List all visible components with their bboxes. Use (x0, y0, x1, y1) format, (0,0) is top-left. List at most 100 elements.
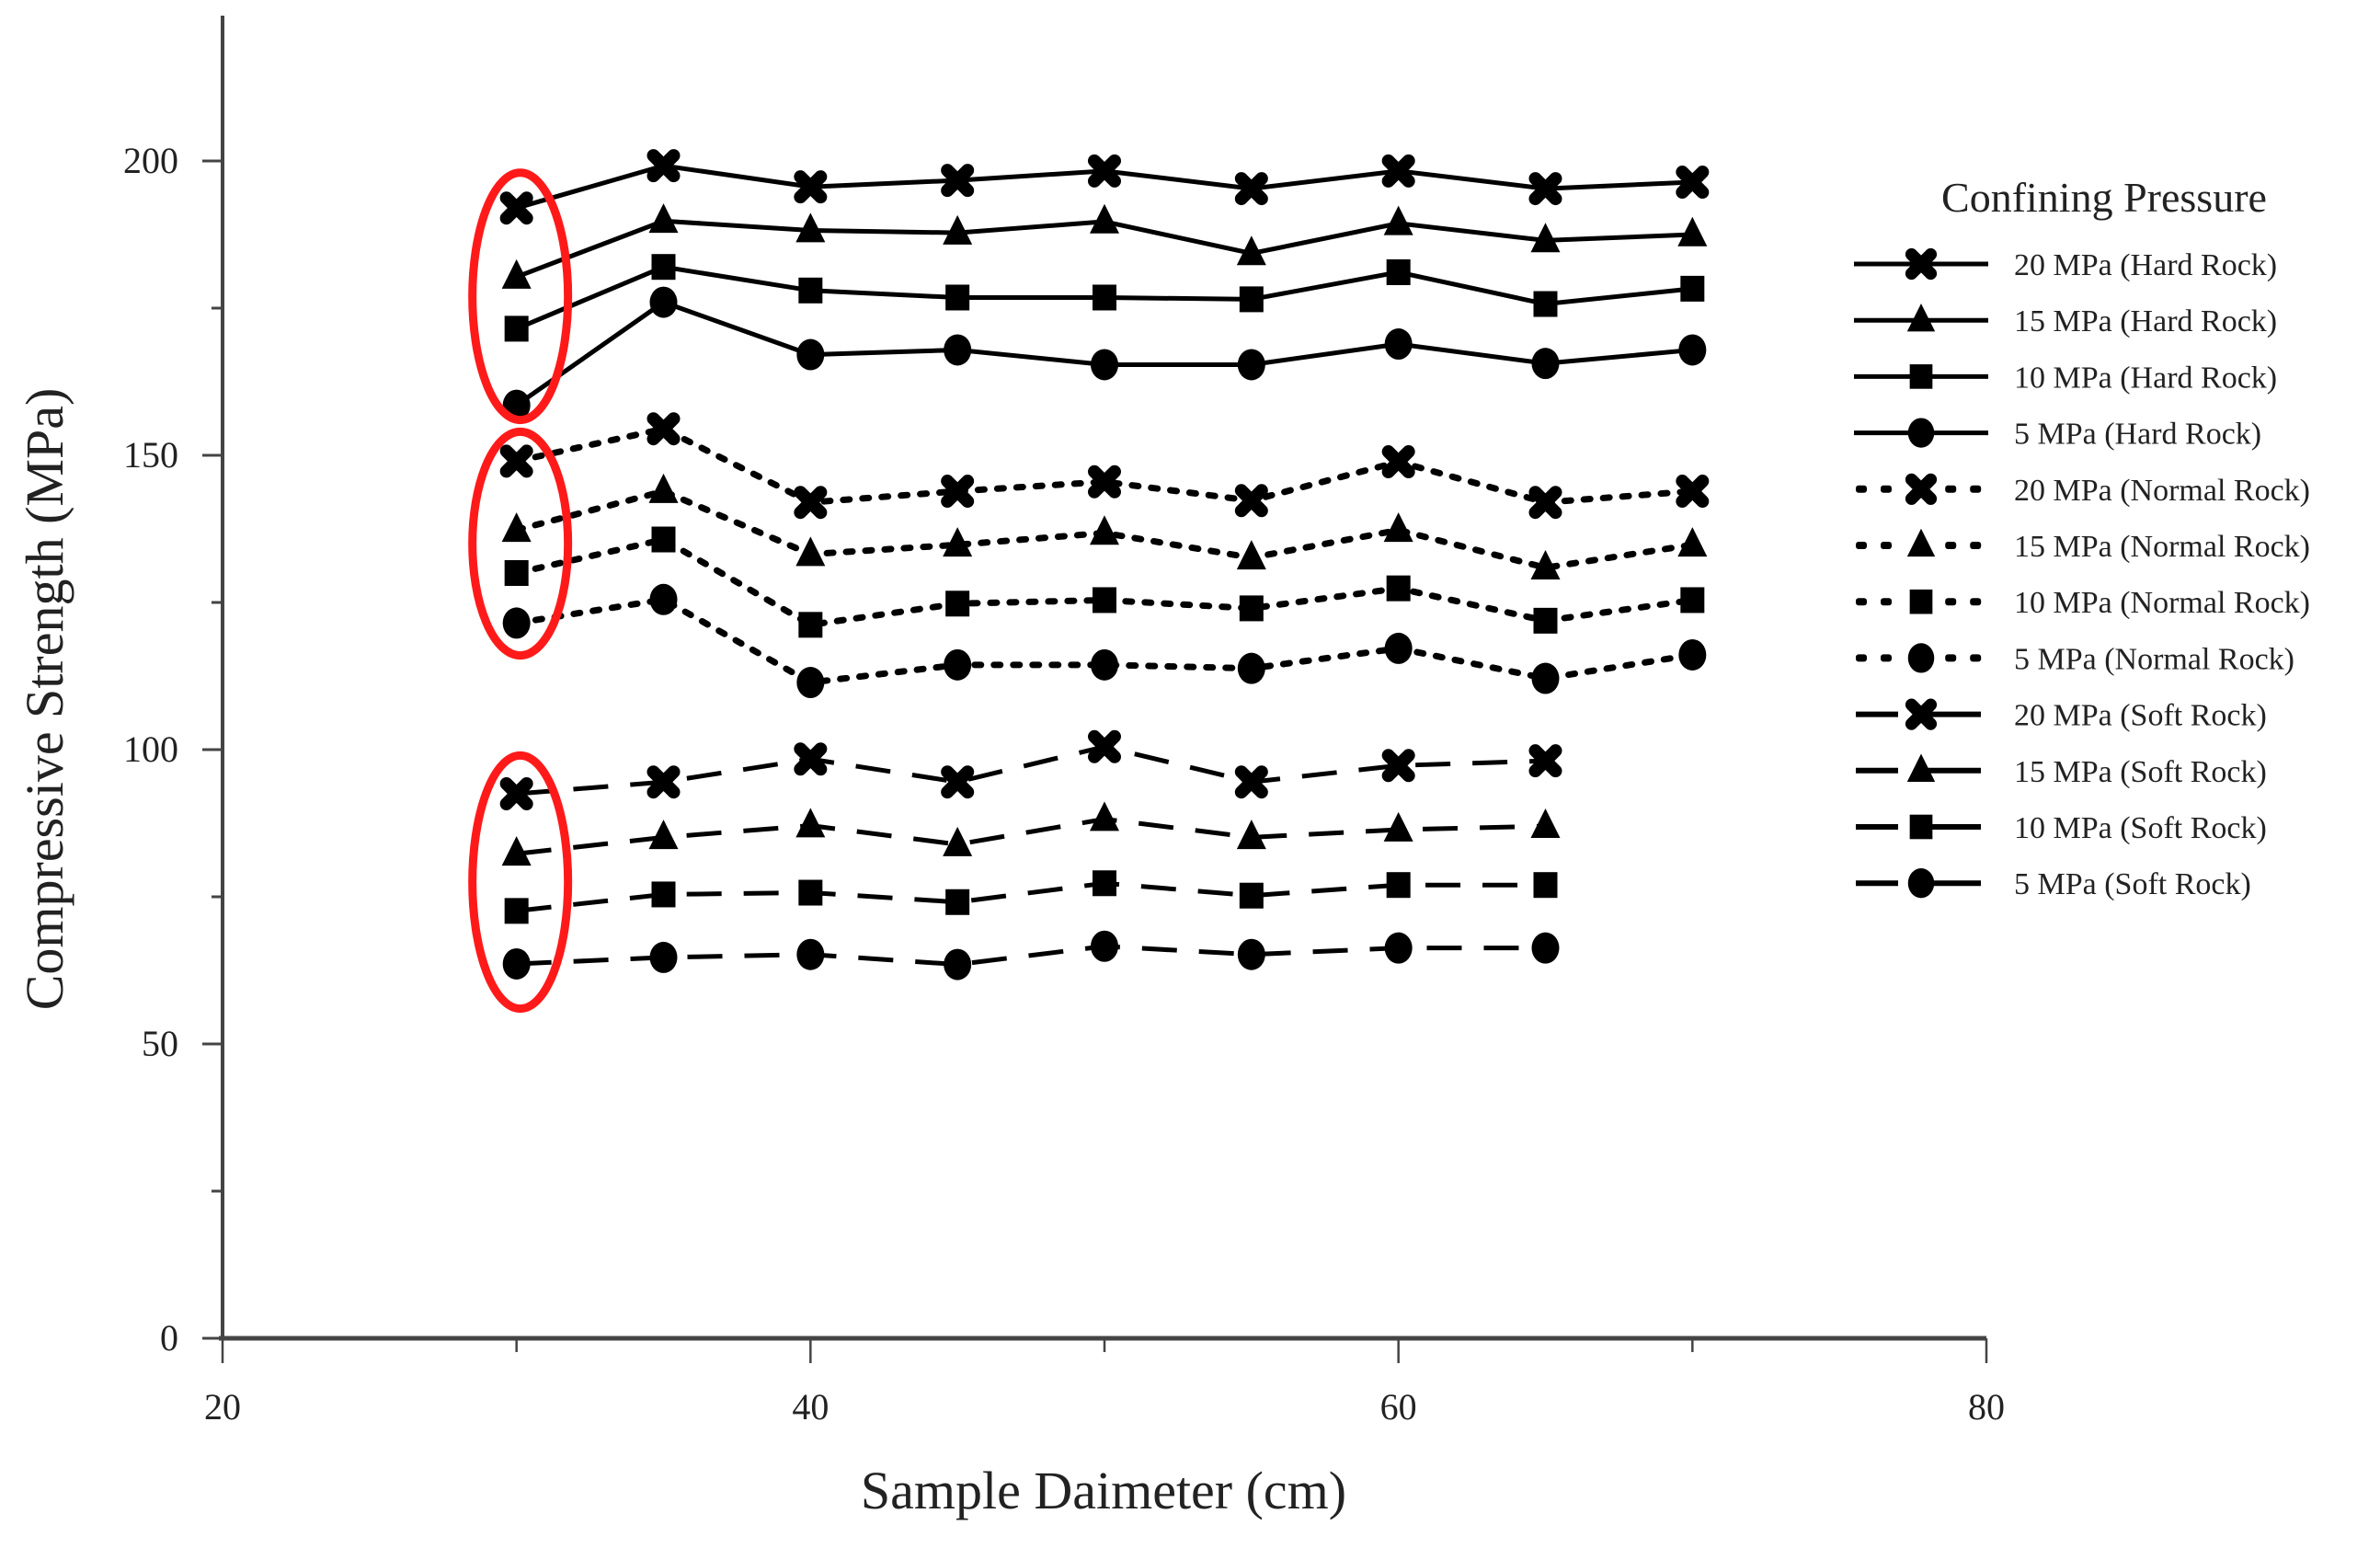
legend-dot (1945, 598, 1957, 606)
square-marker-icon (798, 612, 823, 638)
triangle-marker-icon (1530, 223, 1561, 253)
square-marker-icon (651, 881, 676, 908)
circle-marker-icon (1237, 349, 1265, 381)
series-20-mpa-soft-rock (499, 729, 1562, 810)
x-marker-icon (1676, 475, 1710, 509)
x-marker-icon (941, 475, 975, 509)
legend-item: 5 MPa (Soft Rock) (1856, 867, 2251, 901)
legend-item: 10 MPa (Soft Rock) (1856, 811, 2267, 845)
legend-item: 5 MPa (Hard Rock) (1854, 418, 2261, 452)
y-tick-label: 0 (160, 1317, 178, 1359)
x-marker-icon (646, 765, 681, 799)
circle-marker-icon (1384, 632, 1413, 664)
x-marker-icon (1234, 765, 1268, 799)
circle-marker-icon (1091, 648, 1118, 681)
square-marker-icon (1239, 882, 1264, 909)
square-marker-icon (1239, 286, 1264, 313)
legend-label: 10 MPa (Soft Rock) (2014, 811, 2267, 845)
circle-marker-icon (1907, 418, 1935, 448)
triangle-marker-icon (501, 258, 532, 289)
circle-marker-icon (1091, 930, 1118, 962)
highlight-ellipse (468, 751, 573, 1014)
square-marker-icon (945, 889, 970, 915)
legend-label: 10 MPa (Hard Rock) (2014, 361, 2277, 395)
x-marker-icon (794, 742, 828, 776)
triangle-marker-icon (1906, 528, 1936, 557)
legend-dot (1856, 542, 1867, 549)
legend-item: 15 MPa (Hard Rock) (1854, 303, 2277, 338)
triangle-marker-icon (943, 527, 973, 557)
square-marker-icon (945, 591, 970, 617)
legend-label: 15 MPa (Normal Rock) (2014, 530, 2310, 564)
legend-label: 5 MPa (Hard Rock) (2014, 418, 2261, 452)
square-marker-icon (1386, 575, 1411, 602)
circle-marker-icon (796, 938, 825, 970)
y-tick-label: 150 (123, 434, 178, 476)
legend-dot (1970, 542, 1982, 549)
circle-marker-icon (502, 947, 531, 980)
x-marker-icon (1905, 473, 1938, 505)
square-marker-icon (1093, 870, 1116, 897)
x-marker-icon (1528, 172, 1562, 206)
square-marker-icon (1533, 607, 1558, 634)
square-marker-icon (1909, 814, 1933, 840)
circle-marker-icon (1091, 349, 1118, 381)
square-marker-icon (1239, 595, 1264, 622)
circle-marker-icon (1531, 932, 1560, 964)
triangle-marker-icon (795, 536, 826, 567)
square-marker-icon (1093, 284, 1116, 311)
triangle-marker-icon (1090, 801, 1119, 831)
legend-dot (1881, 598, 1892, 606)
square-marker-icon (651, 526, 676, 553)
triangle-marker-icon (943, 826, 973, 856)
square-marker-icon (1680, 587, 1705, 613)
series-line (513, 596, 1696, 686)
legend-dot (1856, 598, 1867, 606)
triangle-marker-icon (648, 473, 679, 503)
legend-dot (1881, 654, 1892, 662)
x-marker-icon (1088, 729, 1121, 763)
circle-marker-icon (944, 948, 972, 980)
series-20-mpa-normal-rock (499, 412, 1710, 520)
x-marker-icon (1676, 166, 1710, 200)
legend-label: 10 MPa (Normal Rock) (2014, 586, 2310, 620)
circle-marker-icon (649, 583, 678, 615)
x-tick-label: 40 (792, 1386, 829, 1428)
series-5-mpa-normal-rock (502, 583, 1707, 699)
x-marker-icon (1381, 749, 1415, 783)
y-tick-label: 100 (123, 728, 178, 770)
square-marker-icon (651, 254, 676, 281)
legend-item: 10 MPa (Normal Rock) (1856, 586, 2310, 620)
square-marker-icon (1386, 258, 1411, 285)
x-marker-icon (1905, 247, 1938, 281)
x-axis-title: Sample Daimeter (cm) (861, 1461, 1346, 1520)
x-marker-icon (794, 170, 828, 204)
legend-dot (1970, 485, 1982, 493)
legend-label: 15 MPa (Soft Rock) (2014, 755, 2267, 789)
legend-dot (1945, 542, 1957, 549)
circle-marker-icon (1237, 652, 1265, 684)
x-marker-icon (941, 164, 975, 198)
square-marker-icon (504, 898, 529, 924)
circle-marker-icon (796, 338, 825, 371)
x-tick-label: 20 (204, 1386, 241, 1428)
x-marker-icon (499, 777, 533, 810)
series-10-mpa-hard-rock (504, 254, 1705, 342)
series-15-mpa-normal-rock (501, 473, 1708, 580)
series-layer (499, 149, 1710, 980)
y-axis-title: Compressive Strength (MPa) (15, 388, 74, 1011)
circle-marker-icon (1384, 328, 1413, 361)
legend-dot (1970, 598, 1982, 606)
square-marker-icon (1386, 872, 1411, 899)
circle-marker-icon (796, 667, 825, 699)
series-10-mpa-soft-rock (504, 870, 1558, 924)
highlight-ellipses (468, 168, 573, 1014)
circle-marker-icon (1907, 868, 1935, 899)
square-marker-icon (504, 315, 529, 342)
series-line (516, 880, 1546, 913)
highlight-ellipse (468, 427, 573, 660)
triangle-marker-icon (795, 212, 826, 243)
triangle-marker-icon (501, 512, 532, 543)
square-marker-icon (1909, 589, 1933, 614)
